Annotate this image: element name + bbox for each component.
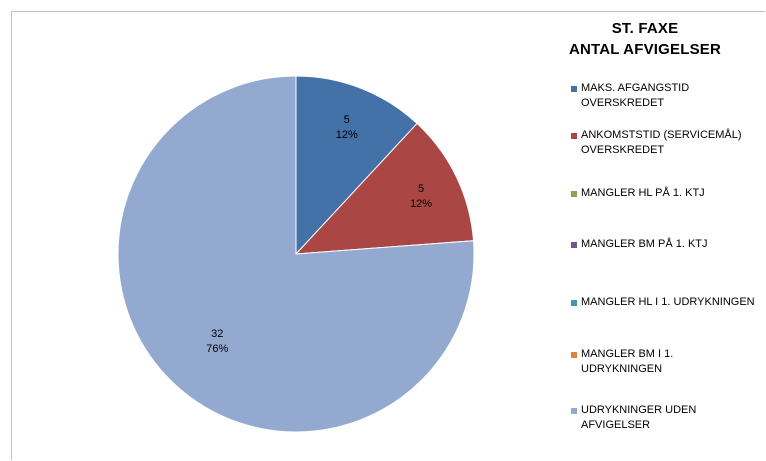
legend-swatch-2 (571, 191, 577, 197)
legend-label-2: MANGLER HL PÅ 1. KTJ (581, 187, 705, 199)
legend-item-6: UDRYKNINGER UDEN AFVIGELSER (571, 403, 766, 433)
data-label-value-0: 5 (344, 114, 350, 126)
legend-item-4: MANGLER HL I 1. UDRYKNINGEN (571, 295, 766, 310)
pie-slice-0 (295, 75, 418, 256)
legend-label-6: UDRYKNINGER UDEN AFVIGELSER (581, 404, 697, 431)
legend-label-5: MANGLER BM I 1. UDRYKNINGEN (581, 348, 674, 375)
legend-item-1: ANKOMSTSTID (SERVICEMÅL) OVERSKREDET (571, 128, 766, 158)
data-label-percent-6: 76% (206, 343, 228, 355)
pie-slice-6 (117, 75, 475, 433)
chart-frame (11, 11, 765, 460)
legend-item-5: MANGLER BM I 1. UDRYKNINGEN (571, 347, 766, 377)
legend-swatch-6 (571, 408, 577, 414)
data-label-percent-1: 12% (410, 198, 432, 210)
legend-item-3: MANGLER BM PÅ 1. KTJ (571, 237, 766, 252)
legend-label-1: ANKOMSTSTID (SERVICEMÅL) OVERSKREDET (581, 129, 742, 156)
data-label-percent-0: 12% (336, 129, 358, 141)
legend-label-4: MANGLER HL I 1. UDRYKNINGEN (581, 296, 755, 308)
legend-swatch-5 (571, 352, 577, 358)
pie-slice-1 (294, 122, 475, 255)
data-label-value-6: 32 (211, 328, 223, 340)
legend-label-3: MANGLER BM PÅ 1. KTJ (581, 238, 708, 250)
chart-title-line-2: ANTAL AFVIGELSER (568, 41, 722, 58)
legend-swatch-3 (571, 242, 577, 248)
legend-item-2: MANGLER HL PÅ 1. KTJ (571, 186, 766, 201)
chart-title-line-1: ST. FAXE (611, 20, 679, 37)
legend-item-0: MAKS. AFGANGSTID OVERSKREDET (571, 81, 766, 111)
legend-swatch-4 (571, 300, 577, 306)
legend-swatch-1 (571, 133, 577, 139)
data-label-value-1: 5 (418, 183, 424, 195)
legend-swatch-0 (571, 86, 577, 92)
legend-label-0: MAKS. AFGANGSTID OVERSKREDET (581, 82, 690, 109)
